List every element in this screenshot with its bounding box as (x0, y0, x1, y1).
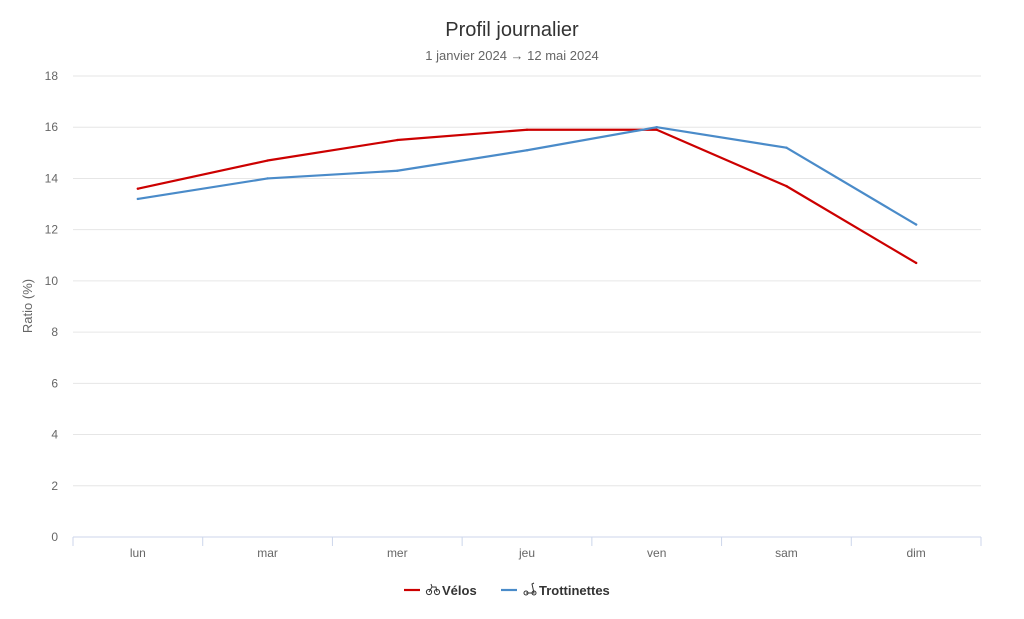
legend-label: Vélos (442, 583, 477, 598)
y-tick-label: 14 (45, 171, 59, 185)
y-tick-label: 10 (45, 274, 59, 288)
chart-subtitle: 1 janvier 2024 → 12 mai 2024 (425, 48, 598, 63)
data-point[interactable] (266, 159, 269, 162)
x-tick-label: mer (387, 546, 408, 560)
data-point[interactable] (136, 197, 140, 201)
y-tick-label: 0 (51, 530, 58, 544)
data-point[interactable] (914, 261, 918, 265)
x-axis: lun mar mer jeu ven sam dim (72, 536, 982, 560)
scooter-icon (523, 582, 537, 596)
legend: Vélos Trottinettes (404, 582, 610, 598)
y-tick-label: 18 (45, 69, 59, 83)
y-tick-label: 16 (45, 120, 59, 134)
x-tick-label: lun (130, 546, 146, 560)
y-axis-ticks: 0 2 4 6 8 10 12 14 16 18 (45, 69, 59, 544)
series-line-1[interactable] (136, 126, 918, 226)
x-tick-label: dim (906, 546, 925, 560)
x-tick-label: jeu (518, 546, 535, 560)
data-point[interactable] (655, 128, 658, 131)
data-point[interactable] (655, 126, 658, 129)
legend-label: Trottinettes (539, 583, 610, 598)
y-tick-label: 6 (51, 376, 58, 390)
series-lines (136, 126, 918, 265)
data-point[interactable] (266, 177, 269, 180)
data-point[interactable] (525, 149, 529, 152)
data-point[interactable] (785, 184, 788, 188)
legend-item[interactable]: Vélos (404, 583, 477, 598)
data-point[interactable] (785, 146, 788, 149)
data-point[interactable] (396, 169, 399, 172)
y-tick-label: 12 (45, 223, 59, 237)
y-tick-label: 4 (51, 428, 58, 442)
legend-item[interactable]: Trottinettes (501, 582, 610, 598)
x-tick-label: sam (775, 546, 798, 560)
data-point[interactable] (914, 223, 918, 226)
y-tick-label: 2 (51, 479, 58, 493)
y-axis-title: Ratio (%) (20, 279, 35, 333)
chart-title: Profil journalier (445, 19, 579, 41)
x-tick-label: mar (257, 546, 278, 560)
data-point[interactable] (396, 138, 399, 142)
bicycle-icon (425, 583, 441, 596)
gridlines (73, 75, 981, 487)
x-tick-label: ven (647, 546, 666, 560)
data-point[interactable] (136, 187, 140, 190)
data-point[interactable] (525, 128, 529, 131)
y-tick-label: 8 (51, 325, 58, 339)
